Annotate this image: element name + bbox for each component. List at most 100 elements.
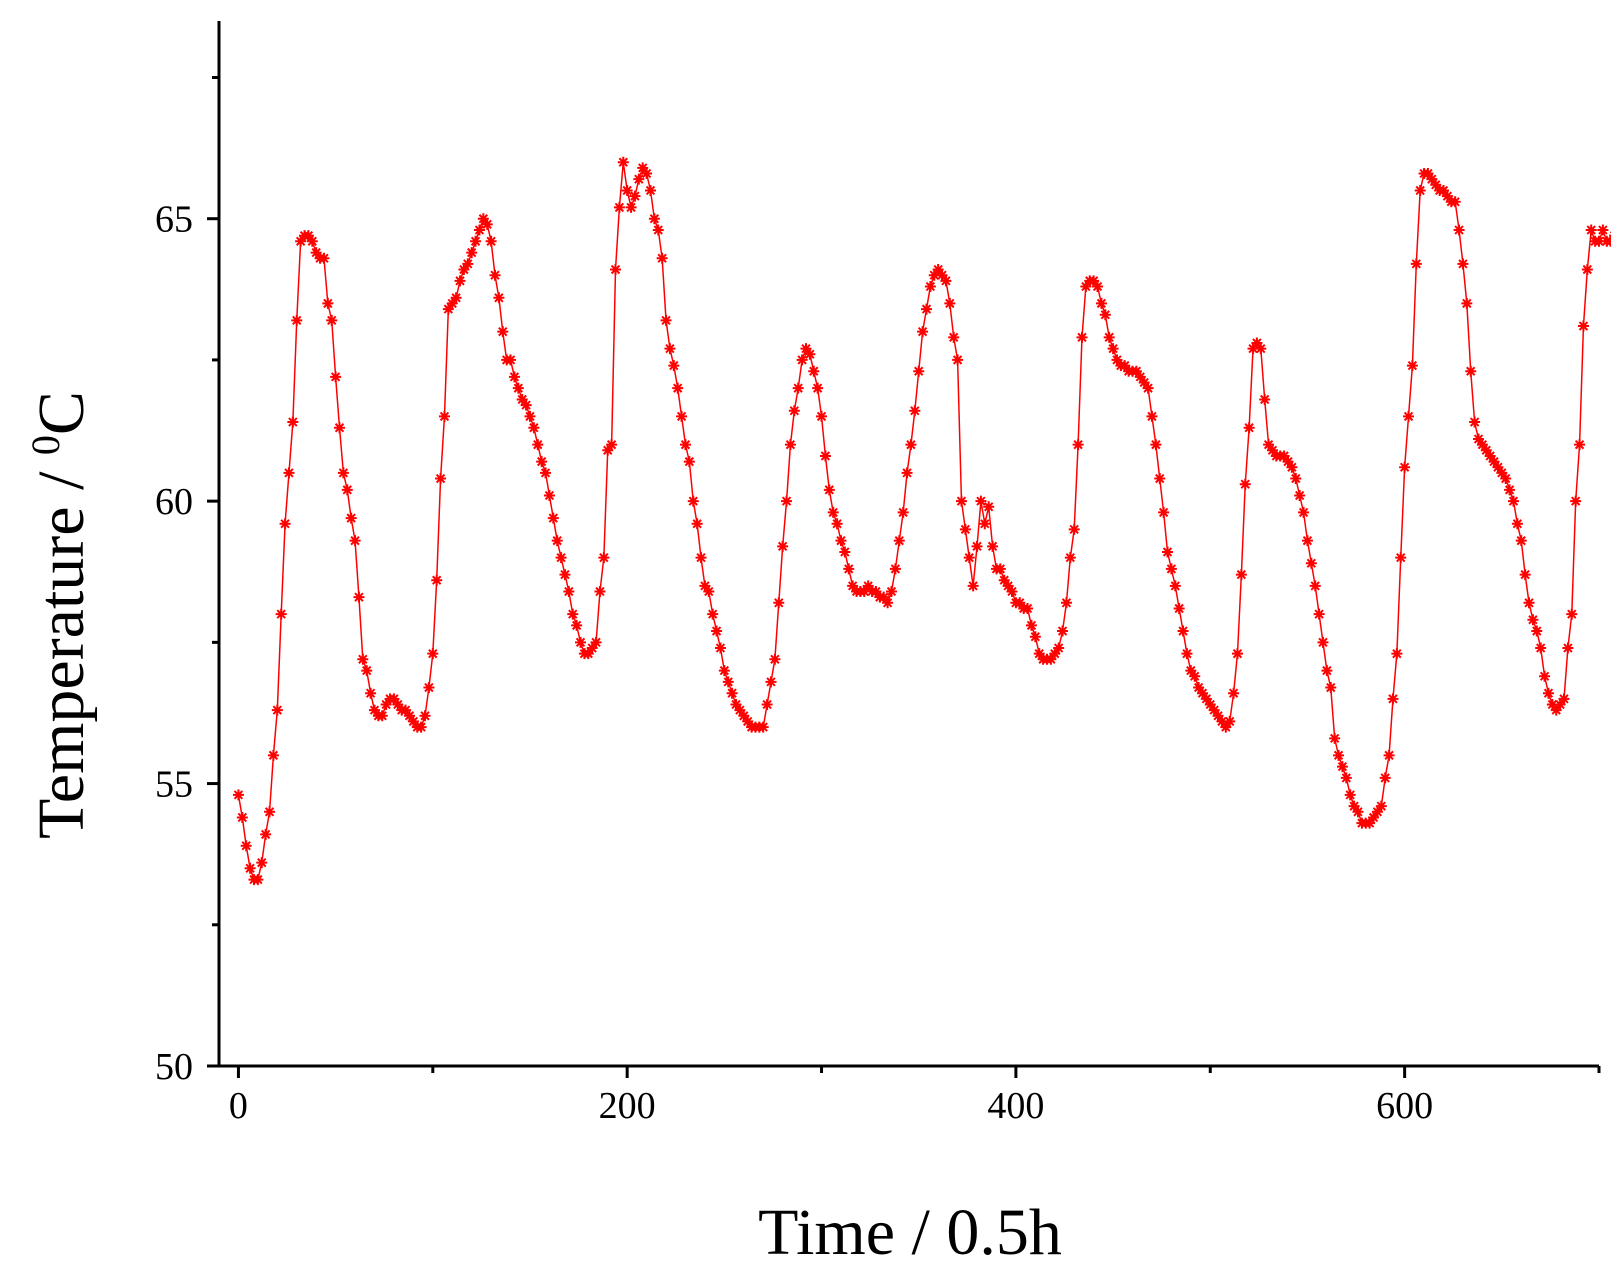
data-point (310, 247, 322, 259)
data-point (1208, 704, 1220, 716)
data-point (998, 574, 1010, 586)
data-point (773, 597, 785, 609)
data-point (1200, 693, 1212, 705)
data-point (1255, 343, 1267, 355)
data-point (1095, 297, 1107, 309)
data-point (1154, 473, 1166, 485)
data-point (485, 235, 497, 247)
data-point (792, 382, 804, 394)
data-point (889, 563, 901, 575)
data-point (831, 518, 843, 530)
data-point (1344, 789, 1356, 801)
data-point (1162, 546, 1174, 558)
data-point (742, 715, 754, 727)
data-point (1185, 665, 1197, 677)
data-point (1045, 653, 1057, 665)
data-point (625, 201, 637, 213)
data-point (1531, 625, 1543, 637)
data-point (800, 343, 812, 355)
data-point (419, 710, 431, 722)
data-point (1364, 817, 1376, 829)
y-ticks: 50 55 60 65 (155, 75, 219, 1088)
data-point (1340, 772, 1352, 784)
data-point (924, 280, 936, 292)
data-point (788, 405, 800, 417)
data-point (477, 213, 489, 225)
data-point (1403, 410, 1415, 422)
y-tick-label: 50 (155, 1046, 193, 1088)
x-tick-label: 0 (229, 1085, 248, 1127)
data-point (1465, 365, 1477, 377)
series-line (237, 162, 1611, 881)
data-point (322, 297, 334, 309)
data-point (975, 495, 987, 507)
data-point (489, 269, 501, 281)
data-point (1515, 535, 1527, 547)
data-point (1472, 433, 1484, 445)
data-point (567, 608, 579, 620)
data-point (664, 343, 676, 355)
data-point (1060, 597, 1072, 609)
data-point (481, 218, 493, 230)
data-point (508, 371, 520, 383)
data-point (1329, 732, 1341, 744)
y-axis-title-unit: C (25, 391, 98, 435)
data-point (1352, 806, 1364, 818)
data-point (1290, 473, 1302, 485)
data-point (532, 439, 544, 451)
data-point (777, 540, 789, 552)
data-point (431, 574, 443, 586)
y-tick-label: 55 (155, 764, 193, 806)
data-point (769, 653, 781, 665)
data-point (462, 258, 474, 270)
data-point (761, 698, 773, 710)
data-point (843, 563, 855, 575)
data-point (644, 184, 656, 196)
data-point (714, 642, 726, 654)
data-point (1484, 450, 1496, 462)
data-point (718, 665, 730, 677)
data-point (936, 269, 948, 281)
data-point (1426, 173, 1438, 185)
data-point (295, 235, 307, 247)
data-point (438, 410, 450, 422)
data-point (365, 687, 377, 699)
data-point (1150, 439, 1162, 451)
data-point (264, 806, 276, 818)
data-point (563, 586, 575, 598)
data-point (330, 371, 342, 383)
data-point (1325, 682, 1337, 694)
data-point (380, 698, 392, 710)
data-point (1480, 444, 1492, 456)
data-point (1130, 365, 1142, 377)
data-point (765, 676, 777, 688)
data-point (400, 704, 412, 716)
data-point (582, 648, 594, 660)
data-point (1523, 597, 1535, 609)
data-point (1399, 461, 1411, 473)
data-point (361, 665, 373, 677)
data-point (1504, 484, 1516, 496)
data-point (450, 292, 462, 304)
data-point (1500, 473, 1512, 485)
data-point (536, 456, 548, 468)
data-point (1313, 608, 1325, 620)
data-point (1333, 749, 1345, 761)
data-point (493, 292, 505, 304)
data-point (955, 495, 967, 507)
data-point (1496, 467, 1508, 479)
data-point (913, 365, 925, 377)
data-point (909, 405, 921, 417)
data-point (302, 230, 314, 242)
data-point (963, 552, 975, 564)
data-point (1527, 614, 1539, 626)
x-tick-label: 400 (987, 1085, 1044, 1127)
data-point (1025, 619, 1037, 631)
data-point (1278, 450, 1290, 462)
data-point (1476, 439, 1488, 451)
data-point (1570, 495, 1582, 507)
data-point (893, 535, 905, 547)
data-point (1189, 670, 1201, 682)
data-point (878, 591, 890, 603)
data-point (695, 552, 707, 564)
